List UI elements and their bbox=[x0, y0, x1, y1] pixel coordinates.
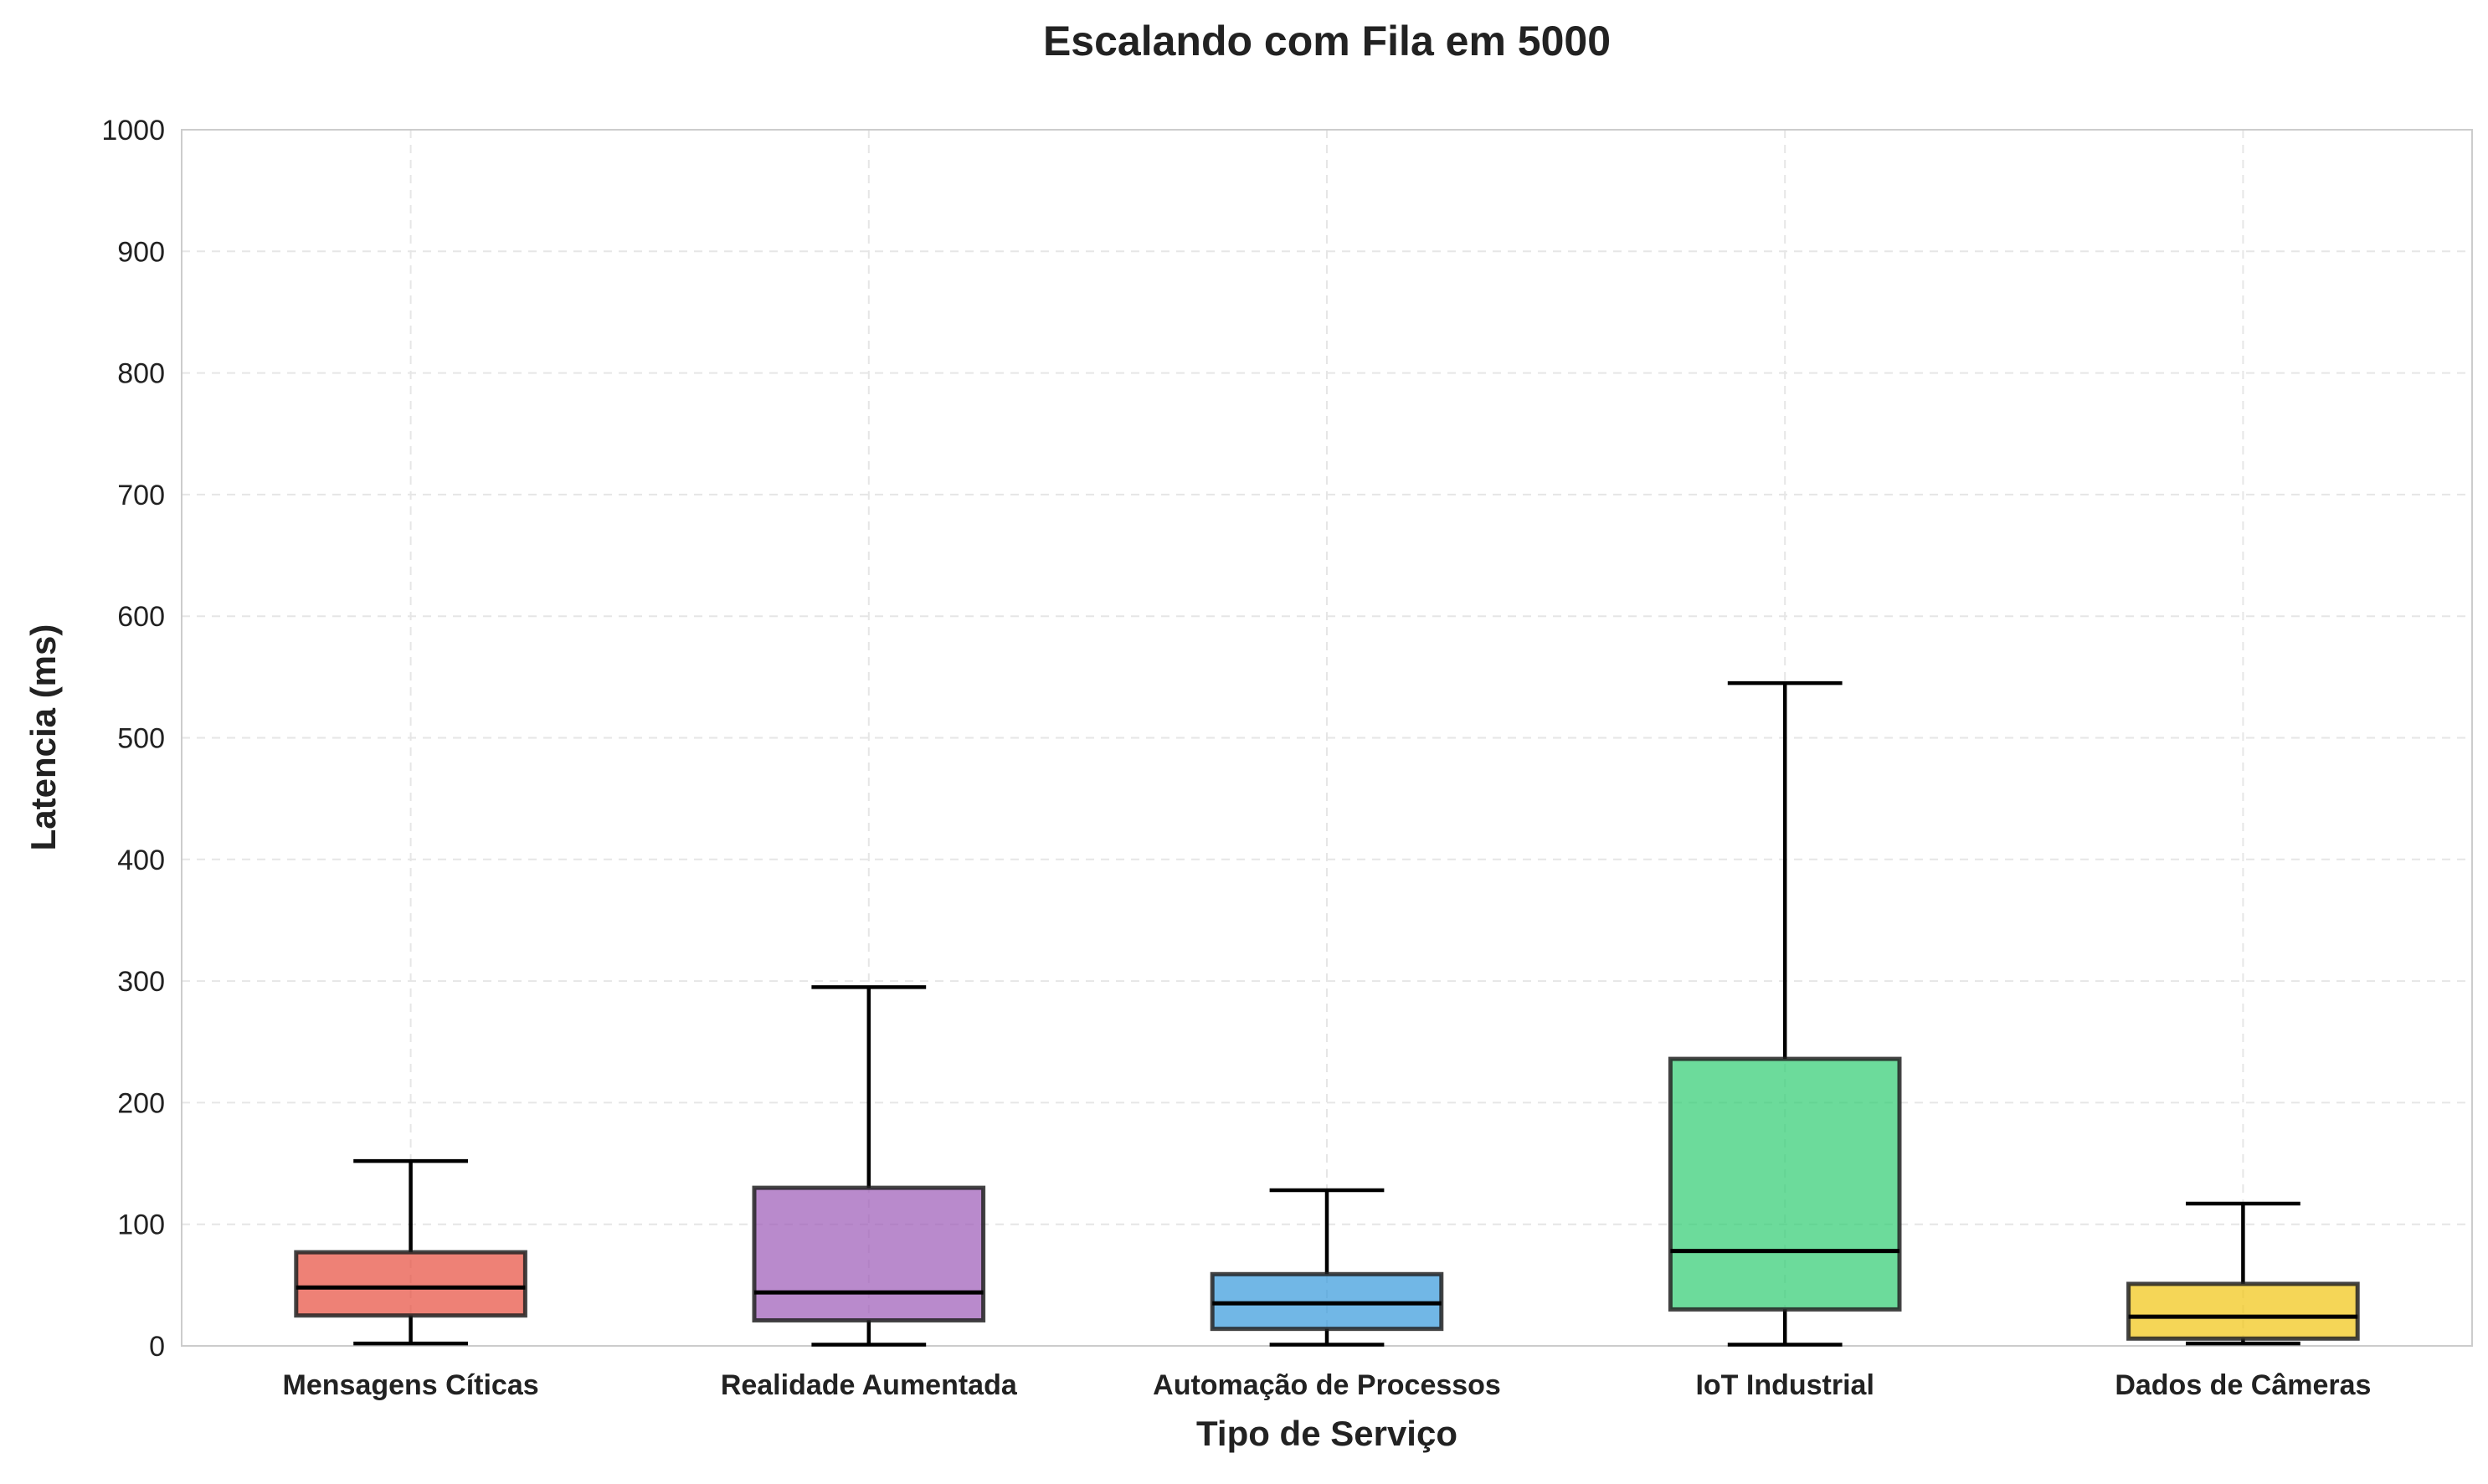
box-iqr bbox=[2126, 1281, 2360, 1341]
box-plot-item bbox=[1668, 680, 1902, 1347]
y-tick-label: 200 bbox=[117, 1087, 165, 1119]
box-plot-item bbox=[294, 1158, 527, 1346]
box-plot-item bbox=[752, 985, 986, 1347]
y-tick-label: 700 bbox=[117, 480, 165, 511]
box-iqr bbox=[1668, 1056, 1902, 1312]
x-tick-label: IoT Industrial bbox=[1695, 1369, 1874, 1401]
x-tick-label: Dados de Câmeras bbox=[2115, 1369, 2371, 1401]
y-tick-label: 800 bbox=[117, 358, 165, 390]
x-tick-label: Mensagens Cíticas bbox=[283, 1369, 539, 1401]
x-axis-label: Tipo de Serviço bbox=[1196, 1414, 1457, 1453]
y-tick-label: 600 bbox=[117, 601, 165, 633]
x-tick-label: Realidade Aumentada bbox=[721, 1369, 1018, 1401]
y-tick-label: 300 bbox=[117, 966, 165, 998]
box-plot-item bbox=[2126, 1201, 2360, 1346]
box-iqr bbox=[752, 1185, 986, 1322]
y-tick-label: 500 bbox=[117, 723, 165, 755]
y-axis-label: Latencia (ms) bbox=[23, 624, 63, 851]
box-series bbox=[294, 680, 2360, 1347]
chart-title: Escalando com Fila em 5000 bbox=[1043, 18, 1611, 64]
box-plot-item bbox=[1210, 1188, 1444, 1347]
y-tick-label: 900 bbox=[117, 236, 165, 268]
y-tick-label: 1000 bbox=[101, 115, 165, 146]
tick-labels: 0 100 200 300 400 500 600 700 800 900 1000 Mensagen… bbox=[101, 115, 2371, 1401]
y-tick-label: 0 bbox=[149, 1331, 165, 1363]
y-tick-label: 400 bbox=[117, 845, 165, 876]
x-tick-label: Automação de Processos bbox=[1153, 1369, 1501, 1401]
y-tick-label: 100 bbox=[117, 1209, 165, 1241]
box-iqr bbox=[294, 1250, 527, 1318]
